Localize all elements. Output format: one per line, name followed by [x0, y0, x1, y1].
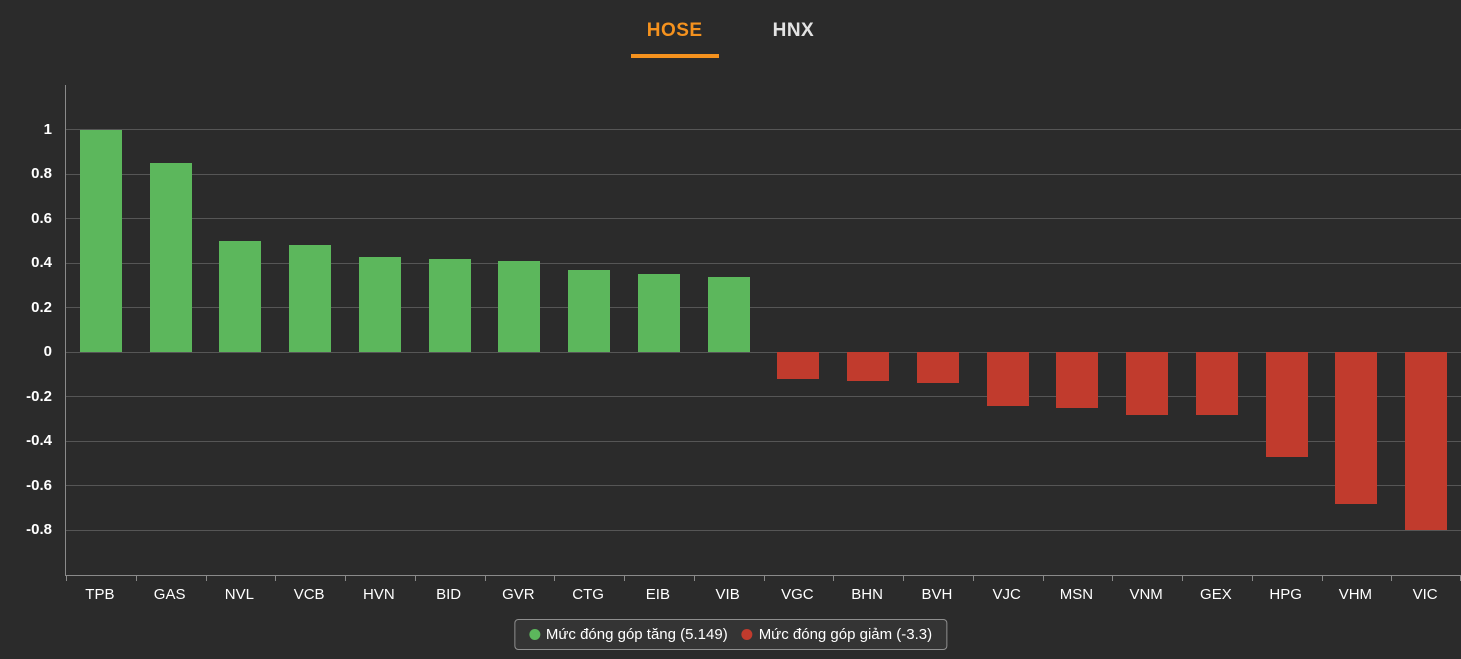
x-axis-tick [554, 575, 556, 581]
y-tick-label: -0.2 [26, 387, 52, 405]
gridline [66, 307, 1461, 309]
x-axis-tick [693, 575, 695, 581]
x-axis-tick [275, 575, 277, 581]
bar-VGC[interactable] [777, 352, 820, 379]
x-axis-tick [624, 575, 625, 581]
x-axis-tick [1391, 575, 1393, 581]
x-axis-tick [1251, 575, 1253, 581]
bar-MSN[interactable] [1056, 352, 1099, 408]
gridline [66, 485, 1461, 487]
x-axis-tick [903, 575, 904, 581]
x-axis-tick [66, 575, 67, 581]
legend: Mức đóng góp tăng (5.149) Mức đóng góp gi… [513, 619, 948, 650]
legend-dot [528, 629, 540, 640]
bar-VJC[interactable] [986, 352, 1029, 406]
x-tick-label-EIB: EIB [645, 586, 670, 603]
y-tick-label: 0.4 [31, 254, 52, 272]
bar-BHN[interactable] [847, 352, 890, 382]
x-tick-label-MSN: MSN [1059, 586, 1094, 603]
x-axis-tick [414, 575, 416, 581]
x-axis-tick [345, 575, 346, 581]
x-axis-tick [1321, 575, 1323, 581]
bar-VNM[interactable] [1126, 352, 1169, 415]
gridline [66, 529, 1461, 531]
y-tick-label: 0.2 [31, 298, 52, 316]
x-tick-label-GAS: GAS [153, 586, 186, 603]
x-axis-tick [1182, 575, 1183, 581]
y-tick-label: 1 [43, 120, 52, 138]
x-tick-label-BVH: BVH [921, 586, 953, 603]
bar-VIB[interactable] [707, 276, 750, 353]
tab-hose[interactable]: HOSE [630, 16, 719, 58]
bar-BID[interactable] [428, 258, 471, 353]
x-tick-label-VCB: VCB [293, 586, 325, 603]
y-tick-label: -0.4 [26, 432, 52, 450]
contribution-bar-chart: 1 0.8 0.6 0.4 0.2 0 -0.2 -0.4 -0.6 -0.8 TPB GAS NVL… [0, 85, 1461, 615]
x-axis-tick [135, 575, 137, 581]
bar-HVN[interactable] [358, 256, 401, 353]
x-axis-tick [484, 575, 486, 581]
x-axis-tick [1112, 575, 1114, 581]
bar-VCB[interactable] [289, 245, 332, 353]
y-axis-labels: 1 0.8 0.6 0.4 0.2 0 -0.2 -0.4 -0.6 -0.8 [0, 85, 52, 575]
x-axis-labels: TPB GAS NVL VCB HVN BID GVR CTG EIB VIB VGC BHN BVH V… [65, 585, 1460, 607]
bar-BVH[interactable] [916, 352, 959, 384]
bar-GEX[interactable] [1195, 352, 1238, 415]
x-tick-label-VHM: VHM [1338, 586, 1373, 603]
x-tick-label-BID: BID [436, 586, 462, 603]
x-tick-label-VIB: VIB [715, 586, 740, 603]
gridline [66, 129, 1461, 131]
x-tick-label-VNM: VNM [1129, 586, 1163, 603]
tab-hnx[interactable]: HNX [772, 20, 815, 41]
gridline [66, 351, 1461, 353]
legend-label: Mức đóng góp tăng (5.149) [545, 626, 728, 643]
plot-area [65, 85, 1461, 581]
gridline [66, 396, 1461, 398]
y-tick-label: 0.8 [31, 165, 52, 183]
bar-HPG[interactable] [1265, 352, 1308, 457]
bar-VHM[interactable] [1335, 352, 1378, 504]
y-tick-label: 0 [43, 343, 52, 361]
bar-VIC[interactable] [1405, 352, 1448, 531]
bar-GAS[interactable] [149, 162, 192, 353]
bar-TPB[interactable] [79, 129, 122, 353]
bar-GVR[interactable] [498, 260, 541, 353]
x-axis-tick [972, 575, 974, 581]
x-tick-label-CTG: CTG [572, 586, 604, 603]
gridline [66, 218, 1461, 220]
x-tick-label-GVR: GVR [502, 586, 535, 603]
bar-CTG[interactable] [568, 269, 611, 353]
gridline [66, 440, 1461, 442]
x-axis-tick [1042, 575, 1044, 581]
bar-EIB[interactable] [637, 274, 680, 353]
legend-item-negative[interactable]: Mức đóng góp giảm (-3.3) [741, 626, 933, 643]
legend-item-positive[interactable]: Mức đóng góp tăng (5.149) [528, 626, 728, 643]
x-tick-label-NVL: NVL [224, 586, 254, 603]
x-axis-tick [833, 575, 835, 581]
x-tick-label-TPB: TPB [85, 586, 115, 603]
x-axis-tick [205, 575, 207, 581]
x-tick-label-HVN: HVN [363, 586, 395, 603]
x-axis-tick [763, 575, 765, 581]
x-tick-label-GEX: GEX [1200, 586, 1232, 603]
y-tick-label: 0.6 [31, 209, 52, 227]
x-tick-label-BHN: BHN [851, 586, 883, 603]
gridline [66, 262, 1461, 264]
exchange-tabbar: HOSE HNX [0, 16, 1461, 58]
x-tick-label-VJC: VJC [992, 586, 1021, 603]
legend-dot [741, 629, 753, 640]
bar-NVL[interactable] [219, 240, 262, 353]
y-tick-label: -0.8 [26, 521, 52, 539]
x-tick-label-VGC: VGC [781, 586, 814, 603]
x-tick-label-HPG: HPG [1269, 586, 1302, 603]
gridline [66, 173, 1461, 175]
legend-label: Mức đóng góp giảm (-3.3) [758, 626, 933, 643]
x-tick-label-VIC: VIC [1412, 586, 1438, 603]
y-tick-label: -0.6 [26, 476, 52, 494]
